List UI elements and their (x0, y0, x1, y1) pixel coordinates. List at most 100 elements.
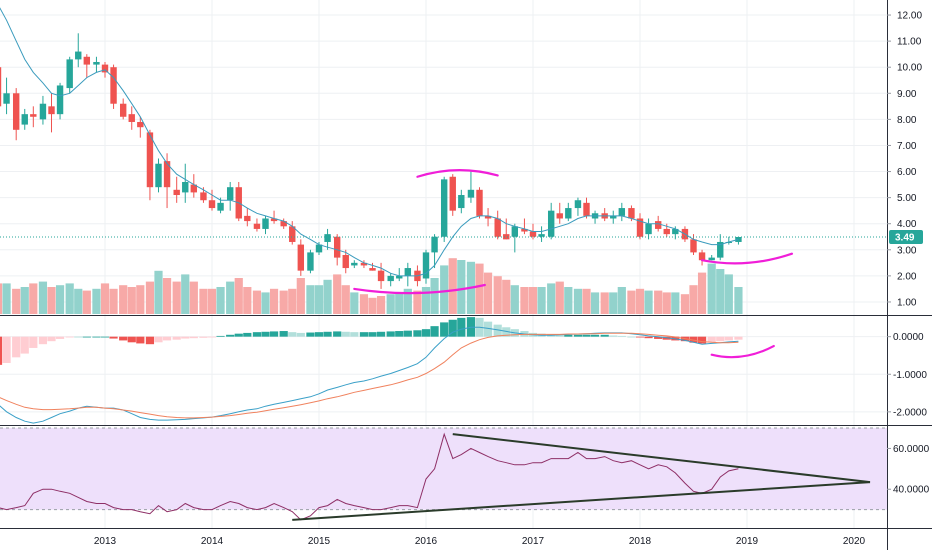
candle-body (717, 241, 724, 258)
volume-bar (145, 281, 155, 314)
volume-bar (189, 281, 198, 314)
volume-bar (207, 288, 217, 314)
candle-body (119, 103, 127, 117)
volume-bar (296, 278, 305, 314)
macd-histogram-bar (724, 336, 733, 341)
macd-histogram-bar (573, 334, 583, 337)
candle-body (521, 228, 528, 232)
macd-histogram-bar (0, 336, 3, 365)
macd-histogram-bar (323, 331, 332, 337)
volume-bar (279, 290, 288, 314)
candle-body (270, 218, 278, 222)
candle-body (396, 275, 403, 279)
macd-histogram-bar (341, 331, 350, 337)
annotation-arc (710, 344, 775, 359)
volume-bar (55, 285, 65, 314)
volume-bar (359, 294, 369, 314)
x-tick-label: 2013 (94, 536, 117, 547)
last-price-tag-background (889, 230, 923, 245)
annotation-arc (416, 169, 499, 178)
volume-bar (323, 279, 332, 314)
macd-histogram-bar (555, 334, 564, 337)
volume-bar (555, 281, 564, 314)
candle-body (404, 268, 412, 276)
x-tick-label: 2015 (308, 536, 331, 547)
volume-bar (413, 290, 422, 314)
volume-bar (644, 290, 653, 314)
macd-histogram-bar (635, 336, 645, 338)
volume-bar (582, 288, 591, 314)
candle-body (307, 252, 314, 271)
volume-bar (154, 270, 163, 314)
volume-bar (12, 288, 21, 314)
macd-histogram-bar (119, 336, 128, 341)
volume-bar (269, 288, 279, 314)
macd-tick-label: -1.0000 (893, 370, 927, 381)
candle-body (110, 67, 117, 104)
candle-body (387, 275, 394, 282)
rsi-panel (0, 427, 887, 521)
volume-bar (662, 292, 671, 314)
volume-bar (528, 287, 538, 314)
x-tick-label: 2014 (201, 536, 224, 547)
candle-body (636, 218, 644, 237)
volume-bar (341, 285, 350, 314)
macd-histogram-bar (47, 336, 56, 342)
candle-body (75, 51, 82, 60)
macd-histogram-bar (483, 321, 493, 337)
macd-histogram-bar (359, 332, 369, 337)
volume-bar (724, 274, 733, 314)
volume-bar (2, 283, 11, 314)
candle-body (0, 67, 2, 107)
macd-histogram-bar (368, 332, 377, 337)
candle-body (690, 239, 697, 253)
candle-body (698, 252, 706, 261)
volume-bar (350, 292, 359, 314)
volume-bar (430, 278, 439, 314)
macd-histogram-bar (430, 326, 439, 337)
volume-bar (162, 278, 172, 314)
volume-bar (734, 287, 743, 314)
candle-body (360, 262, 368, 266)
volume-bar (510, 285, 519, 314)
candle-body (39, 103, 47, 120)
macd-histogram-bar (226, 334, 235, 337)
volume-bar (564, 287, 573, 314)
macd-histogram-bar (386, 331, 395, 337)
candle-body (476, 189, 483, 216)
macd-histogram-bar (590, 334, 600, 337)
macd-histogram-bar (100, 336, 110, 338)
macd-histogram-bar (109, 336, 118, 339)
signal-line (0, 332, 739, 419)
candle-body (431, 236, 438, 253)
volume-bar (136, 285, 145, 314)
volume-bar (199, 288, 208, 314)
volume-bar (617, 287, 626, 314)
candle-body (583, 202, 590, 216)
candle-body (289, 226, 296, 242)
candle-body (618, 208, 626, 216)
volume-bar (448, 258, 457, 314)
volume-bar (697, 272, 707, 314)
volume-bar (403, 288, 412, 314)
candle-body (574, 200, 582, 209)
volume-bar (243, 287, 252, 314)
volume-bar (314, 285, 324, 314)
macd-tick-label: -2.0000 (893, 407, 927, 418)
candle-body (467, 189, 475, 198)
candle-body (146, 132, 154, 188)
volume-bar (252, 290, 262, 314)
rsi-trendline (452, 433, 871, 484)
volume-bar (234, 278, 243, 314)
macd-histogram-bar (181, 336, 190, 339)
macd-histogram-bar (279, 331, 288, 337)
candle-body (663, 228, 670, 235)
candle-body (610, 215, 617, 219)
macd-histogram-bar (269, 331, 279, 337)
macd-tick-label: 0.0000 (893, 332, 924, 343)
volume-bar (600, 292, 609, 314)
candle-body (708, 257, 715, 261)
macd-histogram-bar (189, 336, 198, 339)
candle-body (529, 231, 537, 237)
